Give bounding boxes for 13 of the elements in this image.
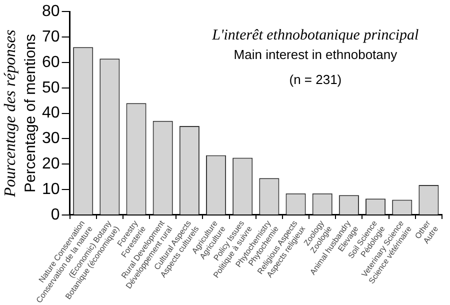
y-tick-label: 10 [42,180,60,198]
text: L'interêt ethnobotanique principal [211,28,419,44]
y-tick-label: 0 [50,206,60,224]
text: Main interest in ethnobotany [234,47,398,62]
y-tick-label: 40 [42,104,60,122]
y-tick-label: 60 [42,54,60,71]
y-axis-title: Pourcentage des réponses Percentage of mentions [2,30,40,198]
y-tick-label: 30 [42,130,60,148]
y-tick-label: 80 [42,3,60,20]
y-tick-label: 20 [42,156,60,173]
annotation: (n = 231) [289,72,342,88]
y-tick-label: 70 [42,28,60,46]
y-tick-label: 50 [42,79,60,96]
